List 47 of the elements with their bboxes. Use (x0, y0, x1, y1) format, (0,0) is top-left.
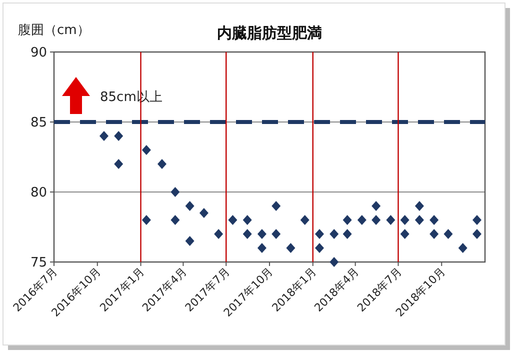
point (458, 243, 468, 253)
point (242, 215, 252, 225)
point (430, 229, 439, 239)
point (330, 257, 339, 267)
point (357, 215, 366, 225)
point (444, 229, 453, 239)
point (272, 201, 281, 211)
point (300, 215, 310, 225)
chart-title: 内臓脂肪型肥満 (217, 24, 322, 42)
point (472, 215, 482, 225)
point (330, 229, 339, 239)
point (114, 131, 124, 141)
point (430, 215, 439, 225)
y-tick-label: 75 (30, 256, 47, 270)
point (272, 229, 281, 239)
point (214, 229, 224, 239)
point (286, 243, 296, 253)
point (199, 208, 208, 218)
point (242, 229, 252, 239)
point (99, 131, 108, 141)
point (414, 215, 424, 225)
point (257, 243, 266, 253)
point (142, 215, 151, 225)
point (257, 229, 266, 239)
point (157, 159, 166, 169)
y-axis-title: 腹囲（cm） (18, 23, 90, 38)
point (185, 201, 194, 211)
point (400, 215, 410, 225)
point (185, 236, 194, 246)
y-tick-label: 80 (30, 186, 47, 200)
point (314, 229, 324, 239)
point (228, 215, 238, 225)
point (342, 215, 352, 225)
point (414, 201, 424, 211)
point (114, 159, 124, 169)
point (386, 215, 396, 225)
point (314, 243, 324, 253)
point (372, 215, 381, 225)
point (472, 229, 482, 239)
point (170, 215, 180, 225)
y-tick-label: 85 (30, 116, 47, 130)
point (372, 201, 381, 211)
point (342, 229, 352, 239)
point (400, 229, 410, 239)
point (170, 187, 180, 197)
point (142, 145, 151, 155)
y-tick-label: 90 (30, 46, 47, 60)
